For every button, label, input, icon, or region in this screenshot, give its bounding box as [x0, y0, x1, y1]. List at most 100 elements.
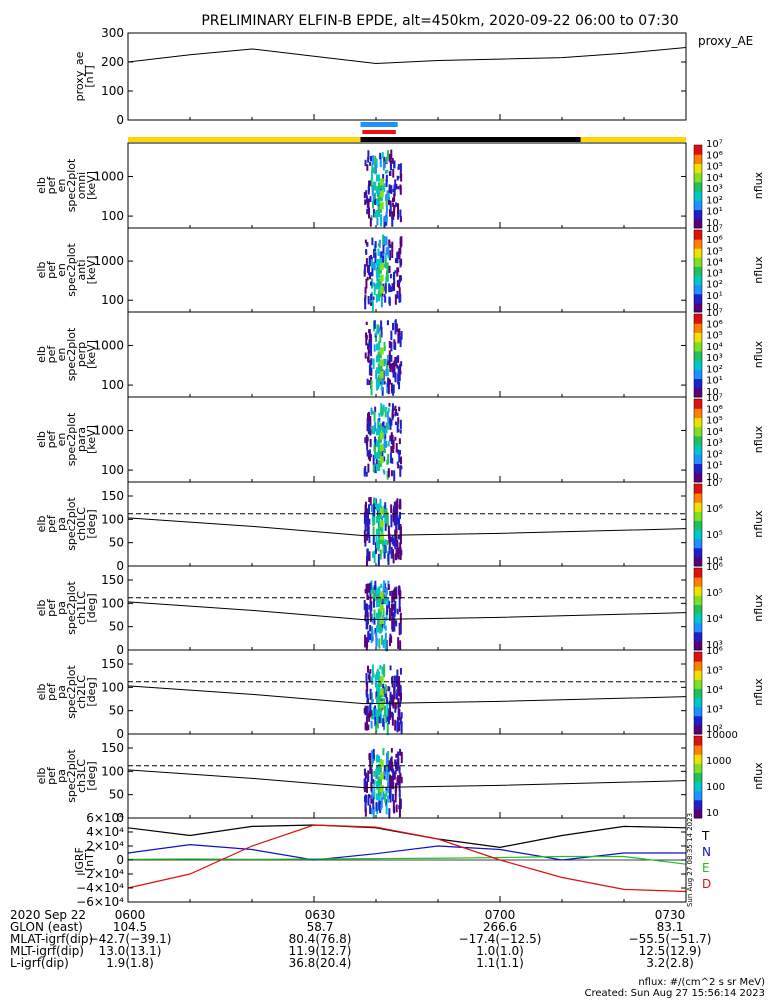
heatmap-cell [399, 685, 402, 695]
heatmap-cell [374, 498, 377, 508]
heatmap-cell [382, 370, 385, 381]
footer-cell: 13.0(13.1) [98, 944, 162, 958]
heatmap-cells [363, 664, 403, 736]
heatmap-cell [400, 331, 403, 340]
heatmap-cell [364, 614, 367, 622]
heatmap-cell [398, 622, 401, 636]
colorbar-segment [694, 568, 702, 578]
heatmap-cell [374, 155, 377, 164]
heatmap-cell [367, 295, 370, 301]
heatmap-cell [376, 258, 380, 266]
heatmap-cell [372, 758, 375, 764]
heatmap-cell [399, 511, 402, 520]
y-tick-label: 100 [101, 764, 124, 778]
heatmap-cell [366, 612, 369, 625]
heatmap-cell [366, 276, 369, 281]
heatmap-cell [394, 356, 397, 362]
heatmap-cell [366, 529, 369, 538]
colorbar-tick-label: 10² [706, 280, 723, 291]
heatmap-cells [363, 234, 403, 312]
y-axis-label-line: pef [45, 430, 58, 449]
heatmap-cell [372, 430, 375, 435]
heatmap-cell [389, 244, 392, 249]
colorbar-segment [694, 172, 702, 183]
heatmap-cell [373, 439, 376, 447]
heatmap-cell [394, 770, 397, 775]
igrf-D-line [127, 824, 687, 893]
y-tick-label: −2×10⁴ [76, 867, 124, 881]
heatmap-cell [379, 334, 382, 344]
heatmap-cell [373, 248, 376, 258]
heatmap-cell [372, 748, 375, 761]
heatmap-cell [398, 780, 401, 792]
colorbar-segment [694, 622, 702, 633]
heatmap-cell [388, 535, 391, 549]
heatmap-cell [395, 761, 398, 772]
heatmap-cell [398, 282, 401, 289]
heatmap-cell [368, 456, 371, 462]
panel-frame [127, 142, 687, 229]
colorbar-segment [694, 445, 702, 455]
heatmap-cell [394, 759, 397, 766]
heatmap-cell [376, 174, 380, 182]
heatmap-cell [395, 202, 398, 207]
heatmap-cell [398, 374, 401, 382]
heatmap-cell [364, 299, 367, 310]
heatmap-cell [399, 590, 402, 599]
heatmap-cell [372, 586, 375, 599]
colorbar-frame [693, 144, 703, 229]
heatmap-cell [385, 765, 388, 773]
heatmap-cell [379, 262, 384, 270]
y-tick-label: 0 [116, 811, 124, 825]
colorbar-frame [693, 735, 703, 819]
heatmap-cell [388, 637, 391, 647]
heatmap-cell [398, 805, 401, 818]
heatmap-cell [370, 632, 373, 643]
heatmap-cell [387, 360, 390, 366]
y-axis-label-line: elb [35, 431, 48, 448]
heatmap-cell [380, 215, 383, 227]
heatmap-cell [390, 676, 393, 684]
heatmap-cell [377, 679, 382, 687]
heatmap-cell [375, 333, 378, 342]
heatmap-cell [367, 299, 370, 305]
heatmap-cell [393, 160, 396, 169]
heatmap-cell [397, 751, 400, 759]
legend-E: E [702, 861, 710, 875]
colorbar-segment [694, 314, 702, 324]
y-tick-label: 0 [116, 643, 124, 657]
heatmap-cell [376, 516, 380, 524]
heatmap-cell [367, 423, 370, 435]
heatmap-cell [369, 217, 372, 227]
heatmap-cell [368, 180, 371, 187]
footer-cell: 36.8(20.4) [288, 956, 352, 970]
heatmap-cell [376, 587, 380, 595]
y-axis-label: proxy_ae[nT] [73, 51, 96, 101]
heatmap-cell [364, 609, 367, 617]
heatmap-cell [379, 520, 384, 528]
heatmap-cell [389, 712, 392, 718]
heatmap-cell [397, 365, 400, 377]
colorbar-segment [694, 484, 702, 494]
heatmap-cell [395, 443, 398, 453]
heatmap-cell [383, 505, 386, 518]
heatmap-cell [368, 419, 371, 426]
heatmap-cell [385, 270, 388, 281]
heatmap-cell [385, 429, 388, 433]
footer-cell: 0730 [654, 908, 686, 922]
heatmap-cell [371, 184, 374, 190]
heatmap-cell [390, 330, 393, 341]
heatmap-cell [372, 454, 375, 465]
heatmap-cell [365, 332, 368, 337]
heatmap-cell [396, 280, 399, 287]
heatmap-cell [364, 518, 367, 532]
heatmap-cell [370, 384, 373, 396]
heatmap-cell [372, 673, 375, 678]
heatmap-cell [399, 163, 402, 173]
colorbar-segment [694, 341, 702, 352]
heatmap-cell [379, 532, 384, 540]
heatmap-cell [381, 516, 384, 523]
heatmap-cell [376, 768, 380, 776]
colorbar-tick-label: 10² [706, 195, 723, 206]
